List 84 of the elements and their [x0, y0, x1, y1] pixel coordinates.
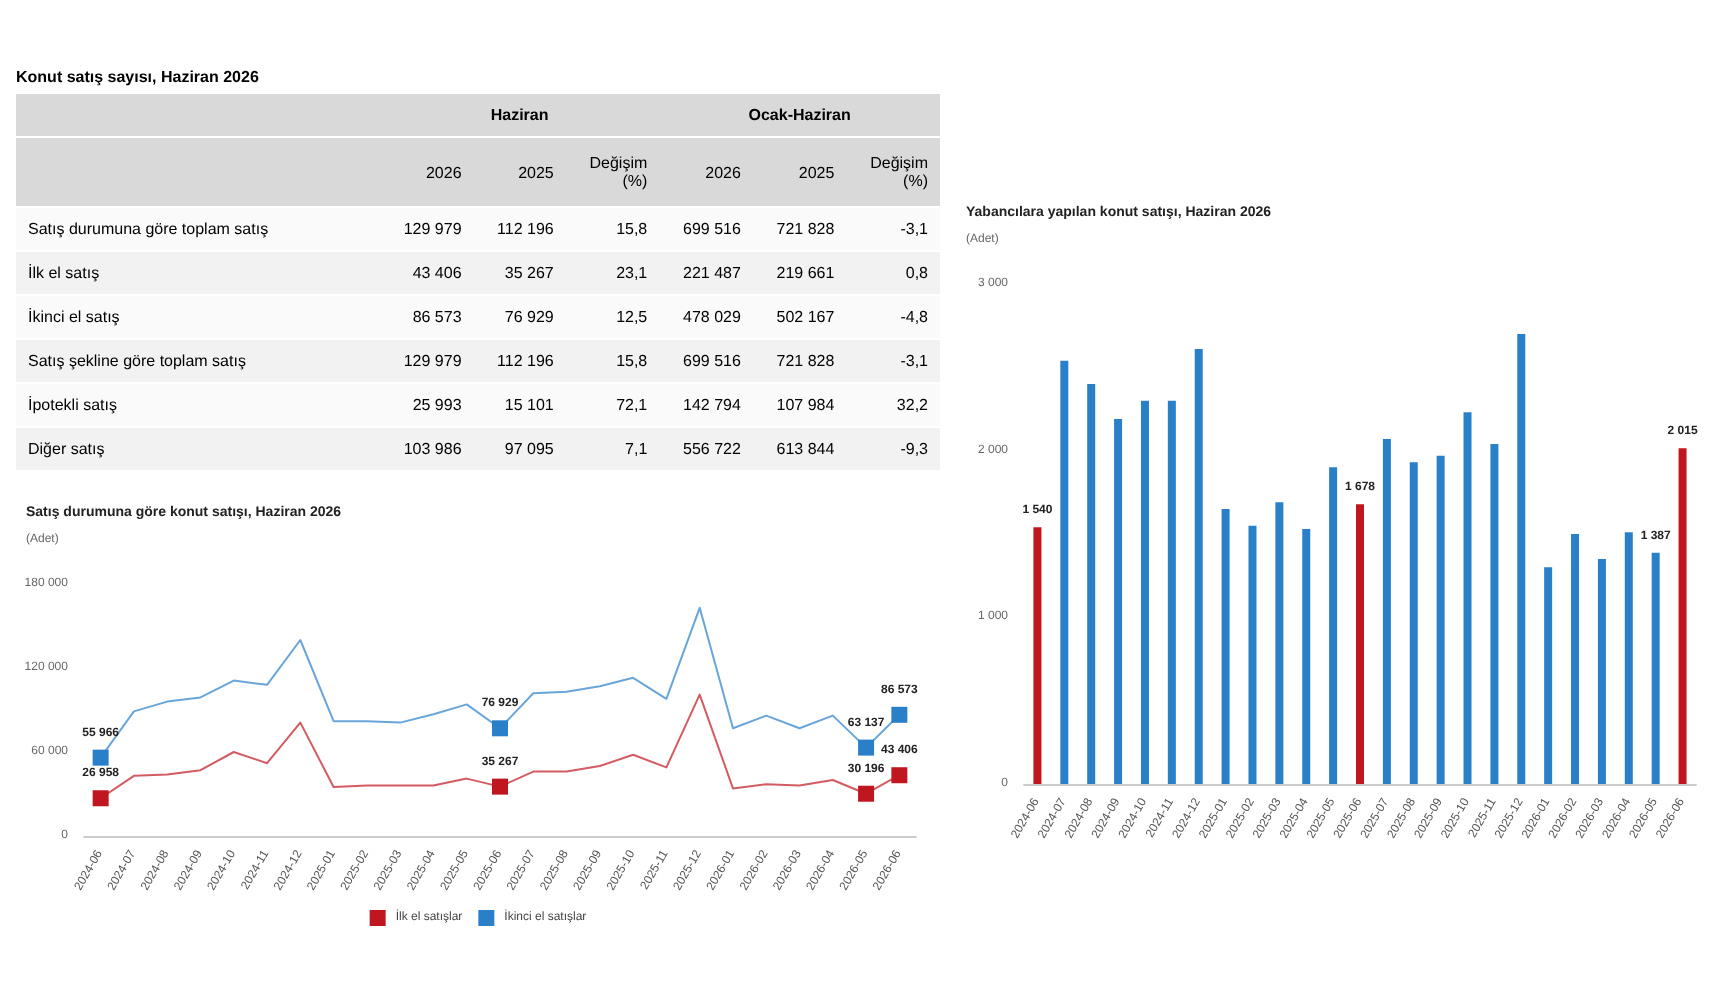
- point: [92, 790, 109, 807]
- text: 478 029: [683, 308, 741, 326]
- text: 142 794: [683, 396, 741, 414]
- text: 129 979: [403, 352, 462, 370]
- bar: [1678, 448, 1687, 784]
- point: [891, 706, 908, 723]
- bar: [1114, 419, 1123, 784]
- category-label: İpotekli satış: [28, 396, 117, 414]
- text: 721 828: [776, 220, 835, 238]
- bar: [1302, 529, 1311, 784]
- bar: [1221, 509, 1230, 784]
- text: 556 722: [683, 440, 741, 458]
- bar: [1087, 384, 1096, 784]
- point: [492, 720, 508, 737]
- category-label: Satış durumuna göre toplam satış: [28, 220, 269, 238]
- category-label: İkinci el satış: [28, 308, 120, 326]
- text: -4,8: [900, 308, 928, 326]
- category-label: 2025: [752, 137, 847, 207]
- category-label: İlk el satış: [28, 264, 100, 282]
- text: Haziran: [380, 94, 660, 137]
- category-label: Satış şekline göre toplam satış: [28, 352, 246, 370]
- text: 107 984: [776, 396, 835, 414]
- text: -3,1: [900, 220, 928, 238]
- text: 86 573: [412, 308, 462, 326]
- bar: [1140, 400, 1149, 784]
- text: 23,1: [616, 264, 648, 282]
- text: 0,8: [905, 264, 928, 282]
- bar: [1436, 455, 1445, 784]
- text: 72,1: [616, 396, 648, 414]
- text: 502 167: [776, 308, 835, 326]
- bar: [1517, 334, 1526, 784]
- bar: [1463, 412, 1472, 784]
- text: 97 095: [504, 440, 554, 458]
- bar: [1409, 462, 1418, 784]
- bar: [1382, 439, 1391, 784]
- bar: [1033, 527, 1042, 784]
- text: 7,1: [625, 440, 648, 458]
- text: 699 516: [683, 220, 741, 238]
- category-label: Değişim (%): [846, 137, 940, 207]
- bar: [1060, 360, 1069, 784]
- category-label: 2025: [473, 137, 566, 207]
- category-label: Değişim (%): [565, 137, 660, 207]
- point: [858, 785, 875, 802]
- category-label: Diğer satış: [28, 440, 105, 458]
- text: 129 979: [403, 220, 462, 238]
- bar: [1544, 567, 1553, 784]
- text: 12,5: [616, 308, 648, 326]
- text: 32,2: [896, 396, 928, 414]
- bar: [1194, 349, 1203, 784]
- text: -3,1: [900, 352, 928, 370]
- text: 219 661: [776, 264, 835, 282]
- bar: [1490, 444, 1499, 784]
- bar: [1651, 552, 1660, 784]
- bar: [1356, 504, 1364, 784]
- point: [891, 767, 908, 784]
- text: 15 101: [504, 396, 554, 414]
- text: 35 267: [504, 264, 554, 282]
- point: [492, 778, 508, 795]
- text: 112 196: [497, 352, 554, 370]
- bar: [1597, 559, 1606, 784]
- bar: [1571, 534, 1580, 784]
- text: 15,8: [616, 352, 648, 370]
- text: 25 993: [412, 396, 462, 414]
- text: 15,8: [616, 220, 648, 238]
- text: Konut satış sayısı, Haziran 2026: [16, 68, 261, 86]
- bar: [1329, 467, 1338, 784]
- text: 613 844: [776, 440, 835, 458]
- text: 221 487: [683, 264, 741, 282]
- text: 103 986: [403, 440, 462, 458]
- bar: [1248, 525, 1257, 784]
- text: 699 516: [683, 352, 741, 370]
- text: 112 196: [497, 220, 554, 238]
- bar: [1624, 532, 1633, 784]
- category-label: 2026: [659, 137, 753, 207]
- text: 43 406: [412, 264, 462, 282]
- bar: [1167, 400, 1176, 784]
- point: [858, 739, 875, 756]
- point: [92, 749, 109, 766]
- text: -9,3: [900, 440, 928, 458]
- text: 76 929: [504, 308, 554, 326]
- category-label: 2026: [380, 137, 474, 207]
- bar: [1275, 502, 1284, 784]
- text: 721 828: [776, 352, 835, 370]
- text: Ocak-Haziran: [659, 94, 940, 137]
